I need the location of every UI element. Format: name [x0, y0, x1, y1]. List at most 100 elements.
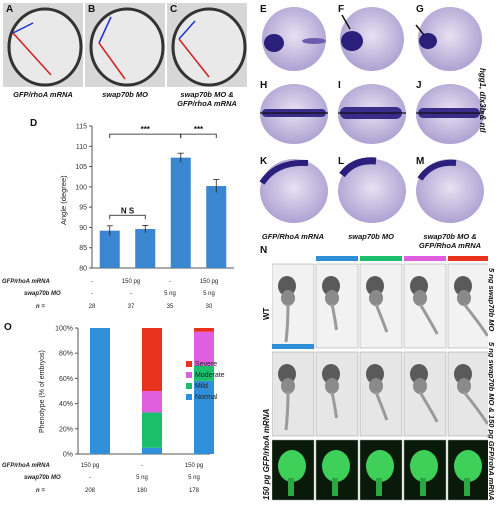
- y-tick-label: 90: [79, 225, 87, 232]
- legend-swatch: [186, 394, 192, 400]
- row-label-swap70b: swap70b MO: [24, 475, 61, 481]
- table-cell: -: [91, 291, 93, 297]
- bar: [206, 186, 227, 268]
- panel-label-n: N: [260, 245, 268, 256]
- larva-head: [410, 364, 428, 384]
- table-cell: 5 ng: [136, 475, 148, 481]
- larva-gfp-tail: [420, 478, 426, 496]
- larva-head: [454, 364, 472, 384]
- y-axis-label: Phenotype (% of embryos): [39, 350, 46, 433]
- larva-head: [366, 276, 384, 296]
- table-cell: 150 pg: [121, 279, 141, 285]
- larva-head: [278, 276, 296, 296]
- panel-a-image: [3, 3, 83, 87]
- right-label-mo: 5 ng swap70b MO: [487, 268, 496, 332]
- larva-tail: [418, 303, 439, 335]
- y-tick-label: 80%: [59, 351, 73, 358]
- row-label-gfp-rhoa: GFP/rhoA mRNA: [2, 463, 50, 469]
- right-label-mo-mrna: 5 ng swap70b MO & 150 pg GFP/rohA mRNA: [487, 342, 496, 501]
- table-cell: -: [169, 279, 171, 285]
- y-tick-label: 85: [79, 245, 87, 252]
- panel-label-j: J: [416, 80, 422, 91]
- larva-gfp-tail: [288, 478, 294, 496]
- larva-panel: [315, 263, 359, 349]
- caption-b: swap70b MO: [102, 90, 148, 99]
- larva-tail: [374, 303, 389, 333]
- larva-yolk: [325, 290, 339, 306]
- caption-m: swap70b MO & GFP/RhoA mRNA: [418, 232, 482, 250]
- legend-label: Mild: [195, 383, 208, 390]
- larva-tail: [330, 303, 338, 331]
- panel-j-image: [412, 79, 486, 149]
- larva-head: [454, 276, 472, 296]
- larva-yolk: [457, 290, 471, 306]
- table-o: GFP/rhoA mRNA swap70b MO n = 150 pg - 15…: [0, 462, 250, 502]
- panel-label-g: G: [416, 4, 424, 15]
- legend-swatch: [186, 383, 192, 389]
- significance-bracket: [180, 133, 217, 139]
- larva-head: [278, 364, 296, 384]
- significance-label: ***: [141, 125, 151, 134]
- panel-g-image: [412, 3, 486, 73]
- stacked-bar-segment: [142, 328, 162, 391]
- larva-tail: [462, 303, 488, 337]
- panel-label-o: O: [4, 322, 12, 333]
- phenotype-color-bar: [404, 256, 446, 261]
- larva-panel: [272, 263, 315, 349]
- embryo-b: [89, 7, 165, 87]
- larva-head: [322, 364, 340, 384]
- row-label-n: n =: [36, 304, 45, 310]
- larva-panel: [272, 351, 315, 437]
- larva-yolk: [413, 378, 427, 394]
- larva-panel: [315, 351, 359, 437]
- larva-gfp-body: [278, 450, 306, 482]
- stacked-bar-segment: [142, 391, 162, 413]
- significance-bracket: [109, 133, 182, 139]
- phenotype-color-bar: [316, 256, 358, 261]
- larva-panel: [403, 263, 447, 349]
- larva-gfp-tail: [376, 478, 382, 496]
- panel-label-e: E: [260, 4, 267, 15]
- significance-label: ***: [194, 125, 204, 134]
- y-tick-label: 20%: [59, 426, 73, 433]
- y-tick-label: 60%: [59, 376, 73, 383]
- panel-label-b: B: [88, 4, 96, 15]
- larva-panel: [403, 351, 447, 437]
- phenotype-color-bar: [360, 256, 402, 261]
- legend-label: Normal: [195, 394, 218, 401]
- larva-panel: [359, 263, 403, 349]
- y-tick-label: 100: [75, 184, 87, 191]
- panel-k-image: [256, 155, 330, 225]
- table-cell: 178: [188, 488, 199, 494]
- y-tick-label: 115: [76, 124, 87, 131]
- table-cell: -: [141, 463, 143, 469]
- significance-label: N S: [121, 206, 135, 215]
- panel-f-image: [334, 3, 408, 73]
- y-tick-label: 0%: [63, 452, 73, 459]
- table-cell: 150 pg: [184, 463, 204, 469]
- ish-side-label: hgg1, dlx3b & ntl: [478, 68, 487, 133]
- larva-yolk: [369, 378, 383, 394]
- table-cell: -: [91, 279, 93, 285]
- y-tick-label: 110: [76, 144, 87, 151]
- row-label-rhoa-mrna: 150 pg GFP/rhoA mRNA: [262, 408, 271, 500]
- larva-head: [322, 276, 340, 296]
- table-cell: 208: [84, 488, 95, 494]
- embryo-a: [7, 7, 83, 87]
- phenotype-color-bar: [272, 344, 314, 349]
- y-axis-label: Angle (degree): [59, 175, 68, 225]
- y-tick-label: 100%: [55, 326, 73, 333]
- larva-tail: [330, 391, 338, 419]
- legend-label: Moderate: [195, 372, 225, 379]
- significance-bracket: [109, 214, 146, 220]
- panel-label-a: A: [6, 4, 14, 15]
- table-cell: 180: [136, 488, 147, 494]
- phenotype-color-bar: [448, 256, 488, 261]
- row-label-wt: WT: [262, 307, 271, 320]
- panel-b-image: [85, 3, 165, 87]
- panel-label-k: K: [260, 156, 268, 167]
- larva-gfp-tail: [464, 478, 470, 496]
- legend-label: Severe: [195, 361, 217, 368]
- panel-label-i: I: [338, 80, 341, 91]
- larva-gfp-body: [410, 450, 438, 482]
